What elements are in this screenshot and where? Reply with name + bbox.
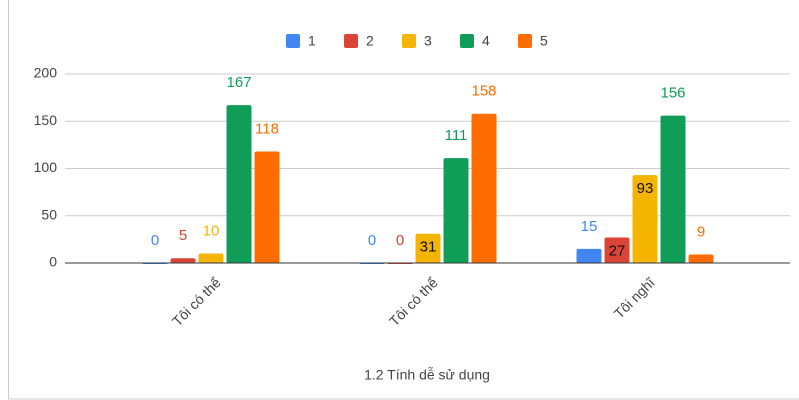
bar — [576, 248, 602, 263]
legend-label: 4 — [482, 33, 490, 49]
bar — [415, 233, 441, 263]
legend-label: 3 — [424, 33, 432, 49]
bar — [660, 115, 686, 263]
legend-swatch — [402, 34, 416, 48]
data-label: 111 — [445, 127, 468, 144]
bar — [198, 253, 224, 263]
legend-swatch — [518, 34, 532, 48]
legend-label: 1 — [308, 33, 316, 49]
bar — [471, 113, 497, 263]
x-tick-label: Tôi nghĩ — [611, 274, 659, 322]
data-label: 31 — [420, 239, 437, 256]
y-tick-label: 0 — [49, 254, 57, 270]
bar — [688, 254, 714, 263]
legend-label: 5 — [540, 33, 548, 49]
data-label: 167 — [226, 74, 251, 91]
y-tick-label: 100 — [34, 159, 58, 175]
y-tick-label: 150 — [34, 112, 58, 128]
data-label: 27 — [609, 242, 626, 259]
bar — [632, 175, 658, 263]
legend-swatch — [460, 34, 474, 48]
data-label: 15 — [581, 218, 598, 235]
data-label: 9 — [697, 223, 705, 240]
data-label: 118 — [255, 120, 279, 137]
bar — [604, 237, 630, 263]
data-label: 0 — [368, 232, 376, 249]
data-label: 156 — [660, 85, 685, 102]
data-label: 10 — [203, 223, 220, 240]
data-label: 93 — [637, 180, 654, 197]
x-tick-label: Tôi có thể — [386, 274, 441, 329]
bar — [443, 158, 469, 263]
y-tick-label: 50 — [41, 206, 57, 222]
data-label: 0 — [396, 232, 404, 249]
data-label: 158 — [471, 83, 496, 100]
legend-swatch — [286, 34, 300, 48]
data-label: 0 — [151, 232, 159, 249]
frame — [8, 0, 799, 400]
bar — [226, 105, 252, 263]
legend-swatch — [344, 34, 358, 48]
y-tick-label: 200 — [34, 65, 58, 81]
x-tick-label: Tôi có thể — [169, 274, 224, 329]
legend-label: 2 — [366, 33, 374, 49]
bar — [170, 258, 196, 263]
data-label: 5 — [179, 227, 187, 244]
x-axis-title: 1.2 Tính dễ sử dụng — [364, 367, 490, 383]
bar — [254, 151, 280, 263]
